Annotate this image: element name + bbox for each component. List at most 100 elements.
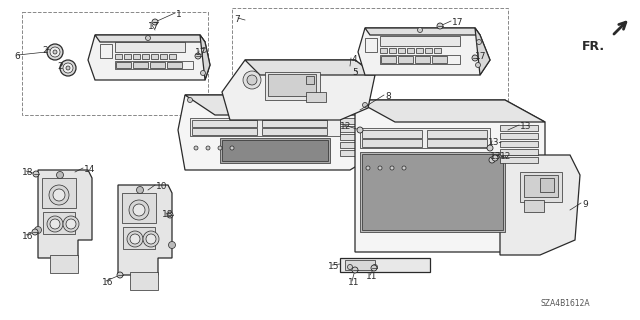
Circle shape	[366, 166, 370, 170]
Bar	[380, 36, 460, 46]
Bar	[500, 141, 538, 147]
Circle shape	[362, 102, 367, 108]
Bar	[407, 48, 414, 53]
Bar	[190, 118, 340, 136]
Bar	[500, 125, 538, 131]
Bar	[50, 255, 78, 273]
Circle shape	[145, 36, 150, 41]
Bar	[540, 178, 554, 192]
Circle shape	[487, 145, 493, 151]
Bar	[434, 48, 441, 53]
Bar	[122, 193, 156, 223]
Circle shape	[32, 229, 38, 235]
Polygon shape	[95, 35, 205, 42]
Text: 11: 11	[348, 278, 360, 287]
Circle shape	[243, 71, 261, 89]
Bar	[362, 154, 503, 230]
Circle shape	[352, 267, 358, 273]
Text: 8: 8	[385, 92, 391, 101]
Bar	[192, 120, 257, 127]
Bar	[365, 38, 377, 52]
Circle shape	[472, 55, 478, 61]
Bar	[222, 140, 328, 161]
Text: 6: 6	[14, 52, 20, 61]
Bar	[306, 92, 326, 102]
Circle shape	[60, 60, 76, 76]
Circle shape	[492, 155, 498, 161]
Bar	[345, 260, 375, 270]
Bar	[360, 128, 490, 148]
Circle shape	[372, 265, 378, 269]
Circle shape	[417, 28, 422, 33]
Circle shape	[143, 231, 159, 247]
Circle shape	[63, 216, 79, 232]
Text: 16: 16	[102, 278, 113, 287]
Text: 13: 13	[520, 122, 531, 131]
Text: 1: 1	[176, 10, 182, 19]
Circle shape	[50, 47, 60, 57]
Bar	[262, 128, 327, 135]
Text: 4: 4	[352, 55, 358, 64]
Bar	[160, 54, 167, 59]
Circle shape	[477, 39, 481, 44]
Polygon shape	[245, 60, 375, 75]
Polygon shape	[178, 95, 380, 170]
Circle shape	[230, 146, 234, 150]
Bar	[425, 48, 432, 53]
Bar	[380, 55, 460, 64]
Circle shape	[136, 187, 143, 194]
Bar	[362, 130, 422, 138]
Circle shape	[390, 166, 394, 170]
Circle shape	[33, 171, 39, 177]
Bar	[43, 212, 75, 234]
Bar	[381, 56, 396, 63]
Text: 18: 18	[22, 168, 33, 177]
Text: FR.: FR.	[582, 40, 605, 53]
Bar	[42, 178, 76, 208]
Text: SZA4B1612A: SZA4B1612A	[540, 299, 590, 308]
Bar	[500, 149, 538, 155]
Bar	[123, 227, 155, 249]
Bar	[500, 157, 538, 163]
Circle shape	[402, 166, 406, 170]
Circle shape	[146, 234, 156, 244]
Bar	[100, 44, 112, 58]
Bar	[262, 120, 327, 127]
Circle shape	[152, 19, 158, 25]
Text: 17: 17	[195, 48, 207, 57]
Bar	[232, 8, 508, 108]
Bar	[340, 142, 370, 148]
Bar	[151, 54, 158, 59]
Circle shape	[188, 98, 193, 102]
Text: 17: 17	[452, 18, 463, 27]
Circle shape	[56, 172, 63, 179]
Circle shape	[218, 146, 222, 150]
Polygon shape	[200, 35, 210, 80]
Circle shape	[53, 189, 65, 201]
Circle shape	[35, 227, 42, 234]
Polygon shape	[185, 95, 380, 115]
Text: 14: 14	[84, 165, 95, 174]
Text: 18: 18	[162, 210, 173, 219]
Bar	[220, 138, 330, 163]
Circle shape	[476, 62, 481, 68]
Circle shape	[206, 146, 210, 150]
Circle shape	[357, 127, 363, 133]
Bar	[398, 56, 413, 63]
Text: 16: 16	[22, 232, 33, 241]
Bar	[124, 54, 131, 59]
Circle shape	[47, 216, 63, 232]
Polygon shape	[475, 28, 490, 75]
Circle shape	[117, 272, 123, 278]
Bar	[115, 54, 122, 59]
Text: 11: 11	[366, 272, 378, 281]
Bar	[133, 62, 148, 68]
Bar	[524, 175, 558, 197]
Bar	[362, 139, 422, 147]
Bar	[432, 56, 447, 63]
Bar	[416, 48, 423, 53]
Polygon shape	[365, 28, 480, 35]
Text: 5: 5	[352, 68, 358, 77]
Text: 2: 2	[57, 62, 63, 71]
Text: 10: 10	[156, 182, 168, 191]
